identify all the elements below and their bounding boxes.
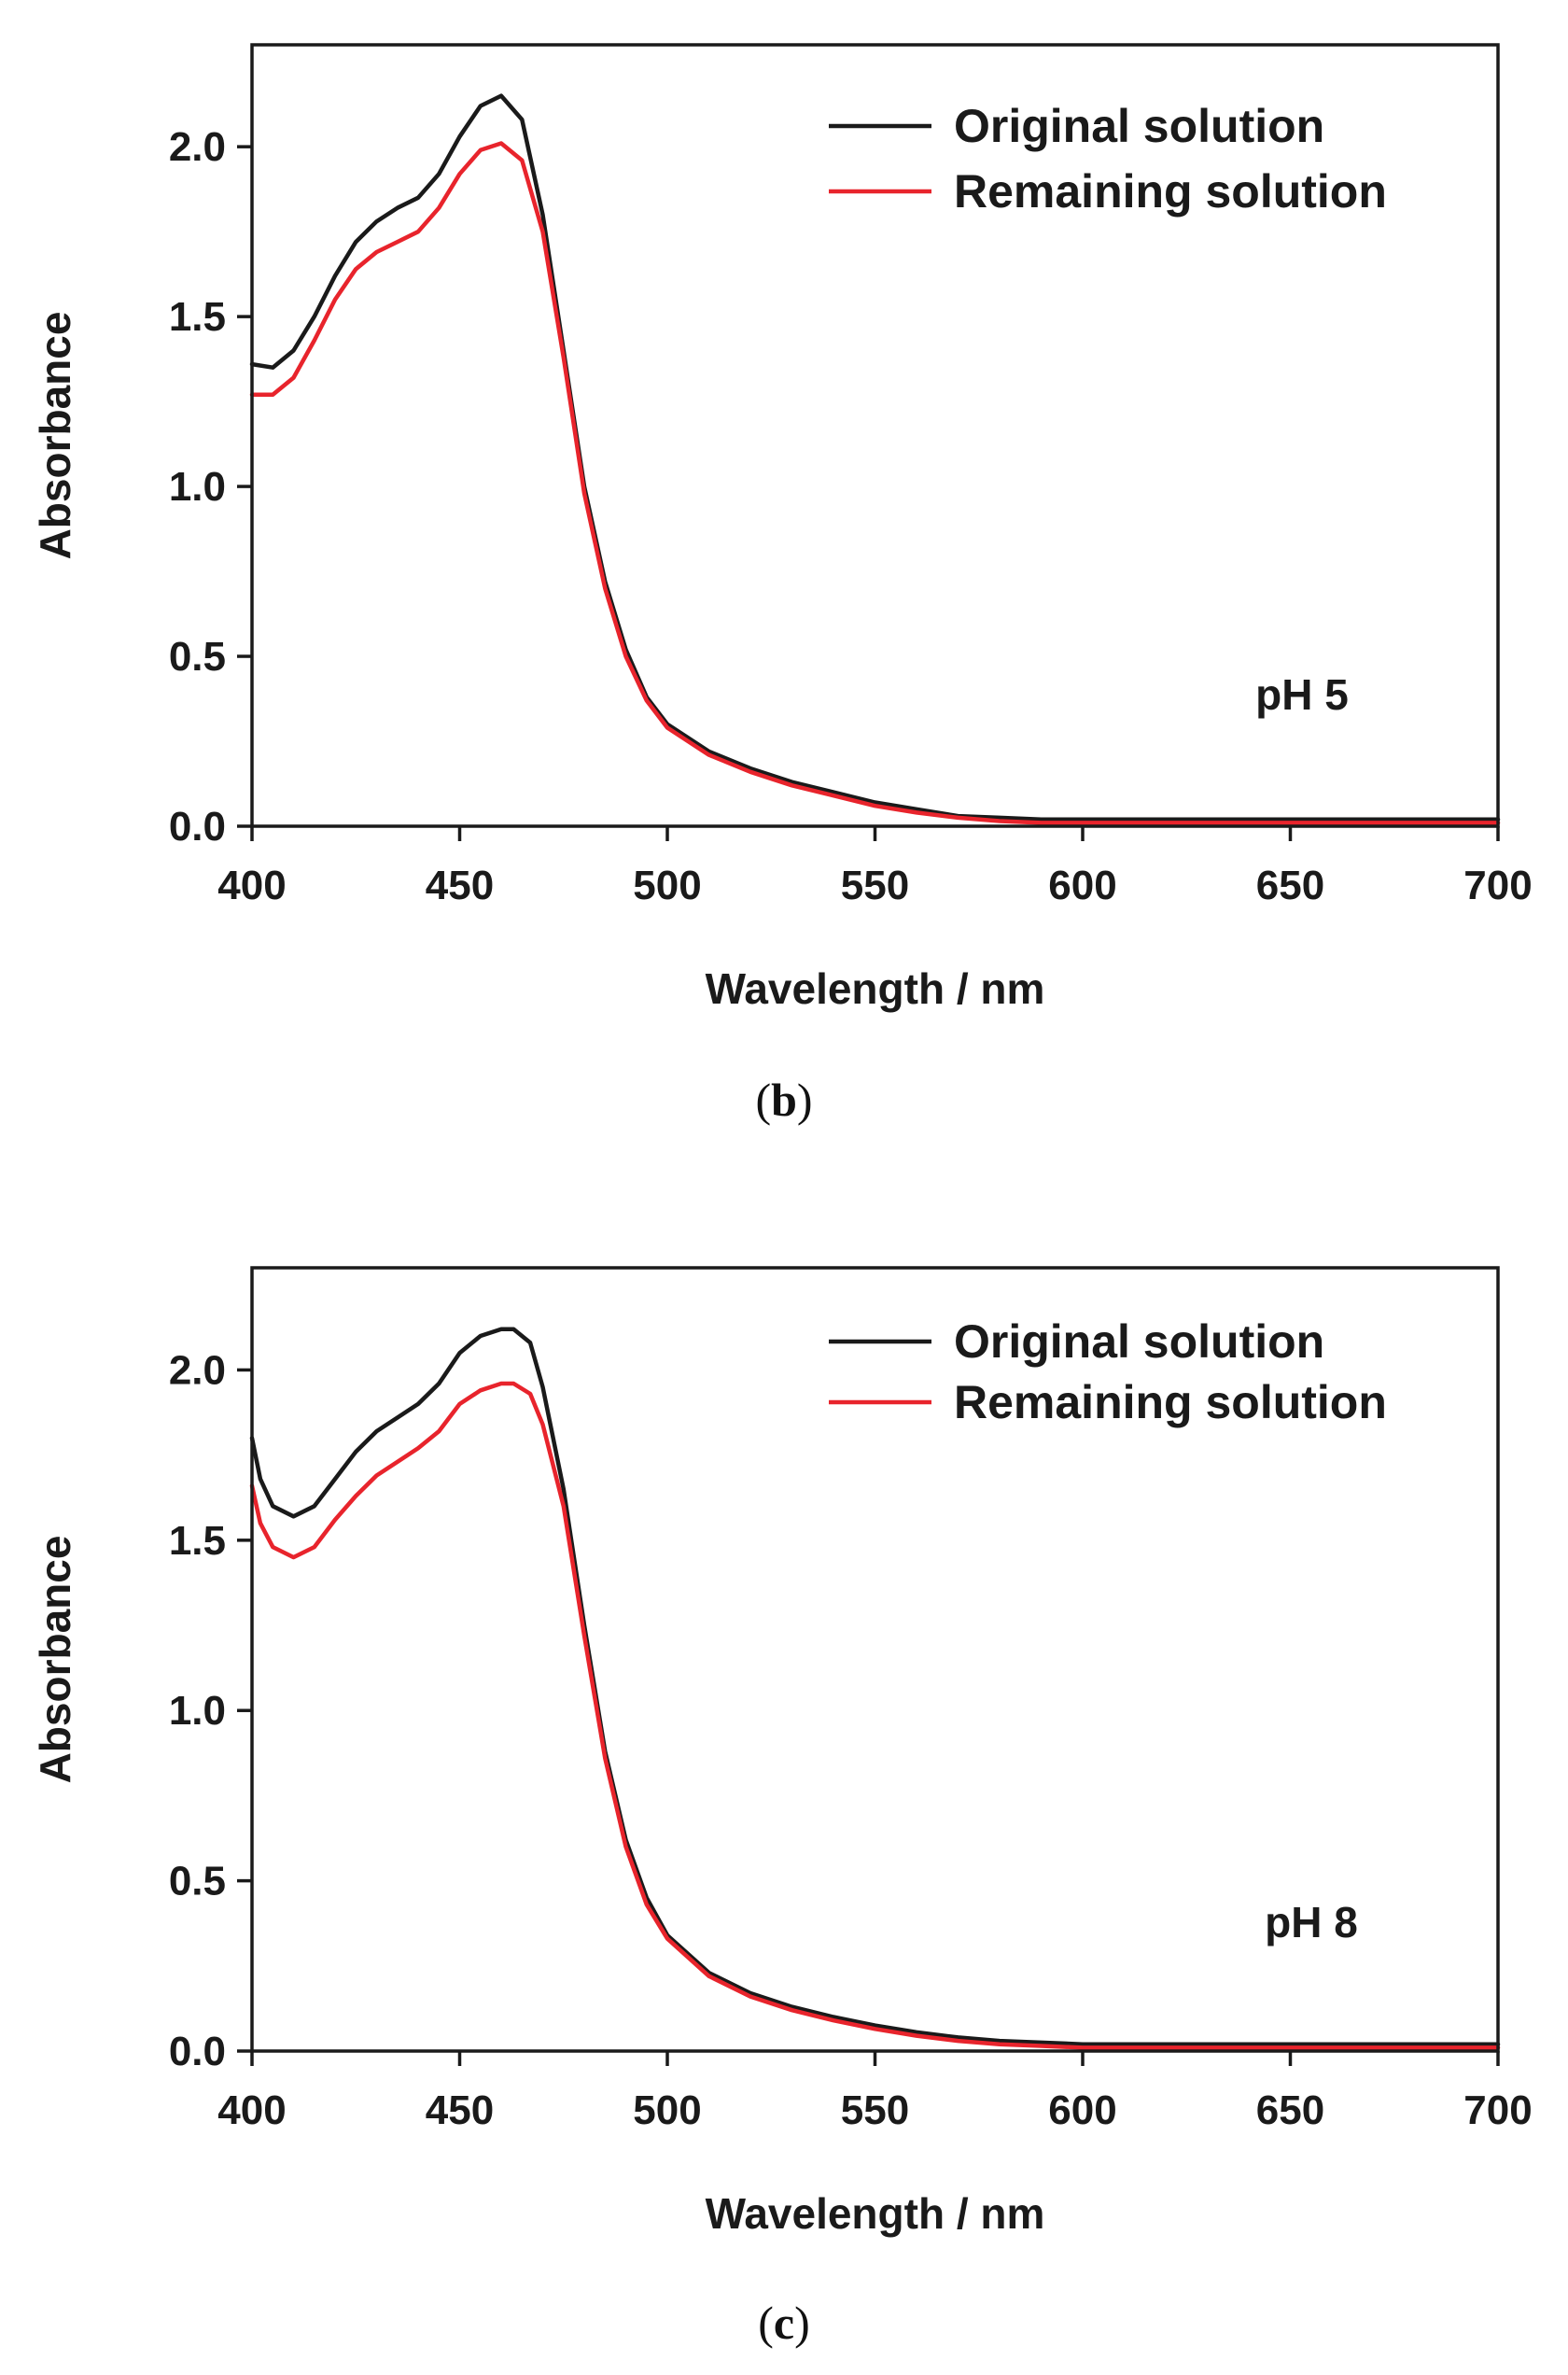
chart-panel-b: 400 450 500 550 600 650 700 0.0 0.5 1.0 1.5 2.0 Wave… xyxy=(31,43,1533,1126)
y-tick-label: 2.0 xyxy=(169,124,226,170)
x-tick-label: 500 xyxy=(633,863,701,908)
x-tick-label: 500 xyxy=(633,2087,701,2133)
legend-label: Remaining solution xyxy=(954,1376,1387,1428)
x-tick-label: 550 xyxy=(841,863,909,908)
panel-caption: (b) xyxy=(755,1074,812,1126)
x-tick-label: 450 xyxy=(426,863,494,908)
y-axis-title: Absorbance xyxy=(31,312,79,560)
y-tick-label: 0.5 xyxy=(169,634,226,680)
series-line-remaining-solution xyxy=(249,1381,1501,2050)
x-tick-label: 400 xyxy=(217,2087,286,2133)
x-axis-title: Wavelength / nm xyxy=(706,2189,1045,2238)
x-tick-label: 650 xyxy=(1256,2087,1324,2133)
y-tick-label: 2.0 xyxy=(169,1347,226,1393)
y-tick-label: 0.0 xyxy=(169,2029,226,2074)
x-tick-label: 400 xyxy=(217,863,286,908)
x-tick-label: 600 xyxy=(1048,863,1116,908)
x-axis-title: Wavelength / nm xyxy=(706,964,1045,1013)
panel-caption: (c) xyxy=(758,2297,810,2349)
series-line-original-solution xyxy=(249,1327,1501,2046)
y-axis-title: Absorbance xyxy=(31,1536,79,1784)
legend-label: Original solution xyxy=(954,1315,1324,1368)
y-tick-label: 1.5 xyxy=(169,1518,226,1564)
legend-label: Remaining solution xyxy=(954,165,1387,218)
x-tick-label: 700 xyxy=(1463,863,1532,908)
y-tick-label: 1.0 xyxy=(169,1688,226,1734)
chart-panel-c: 400 450 500 550 600 650 700 0.0 0.5 1.0 1.5 2.0 Wave… xyxy=(31,1266,1533,2349)
y-tick-label: 1.0 xyxy=(169,464,226,510)
y-tick-label: 1.5 xyxy=(169,294,226,340)
x-tick-label: 550 xyxy=(841,2087,909,2133)
series-line-remaining-solution xyxy=(249,141,1501,825)
x-tick-label: 650 xyxy=(1256,863,1324,908)
x-tick-label: 700 xyxy=(1463,2087,1532,2133)
y-tick-label: 0.5 xyxy=(169,1859,226,1904)
x-tick-label: 450 xyxy=(426,2087,494,2133)
y-tick-label: 0.0 xyxy=(169,804,226,850)
ph-annotation: pH 8 xyxy=(1265,1898,1358,1946)
legend-label: Original solution xyxy=(954,100,1324,152)
x-tick-label: 600 xyxy=(1048,2087,1116,2133)
ph-annotation: pH 5 xyxy=(1255,670,1349,719)
